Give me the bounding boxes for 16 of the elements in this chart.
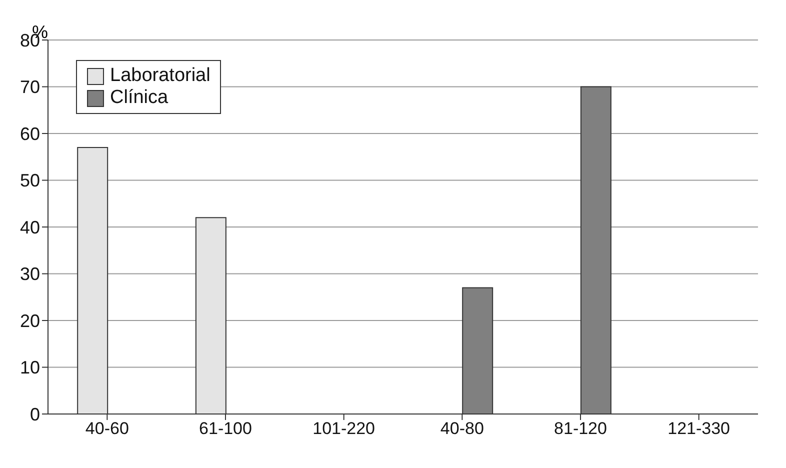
y-tick-label: 50 <box>20 170 40 191</box>
legend-label: Clínica <box>110 87 168 109</box>
y-tick-label: 10 <box>20 358 40 378</box>
y-tick-label: 20 <box>20 310 40 331</box>
x-tick-label: 81-120 <box>554 419 607 438</box>
x-tick-label: 40-80 <box>440 419 484 438</box>
y-tick-label: 70 <box>20 77 40 98</box>
x-tick-label: 61-100 <box>199 419 252 438</box>
y-tick-label: 60 <box>20 124 40 144</box>
y-tick-label: 40 <box>20 217 40 238</box>
x-tick-label: 121-330 <box>668 419 730 438</box>
y-tick-label: 30 <box>20 264 40 284</box>
x-tick-label: 40-60 <box>85 419 129 438</box>
x-tick-label: 101-220 <box>312 419 376 438</box>
legend-label: Laboratorial <box>110 65 210 87</box>
y-tick-label: 0 <box>30 404 40 424</box>
